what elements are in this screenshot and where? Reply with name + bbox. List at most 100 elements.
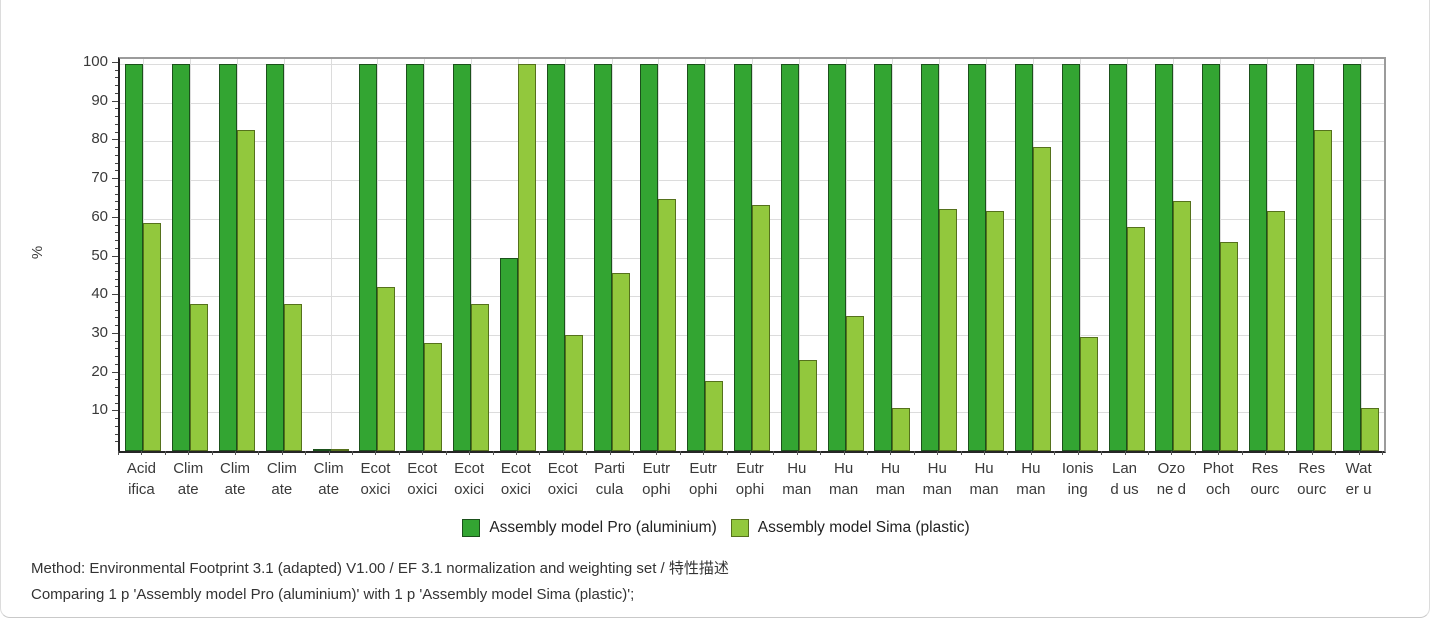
y-tick-mark <box>115 69 118 71</box>
bar-sima-hu-man[interactable] <box>798 360 817 451</box>
bar-sima-hu-man[interactable] <box>986 211 1005 451</box>
bar-sima-acid-ifica[interactable] <box>143 222 162 451</box>
bar-pro-clim-ate[interactable] <box>219 64 238 451</box>
y-tick-mark <box>112 178 118 180</box>
bar-chart: % 10 20 30 40 50 60 70 80 90 100 Acid ifica Clim at… <box>1 0 1430 510</box>
x-category-label-17: Hu man <box>875 460 906 498</box>
bar-sima-hu-man[interactable] <box>939 209 958 451</box>
bar-sima-clim-ate[interactable] <box>283 303 302 451</box>
x-tick-mark <box>1101 451 1103 455</box>
bar-sima-res-ourc[interactable] <box>1313 129 1332 451</box>
bar-pro-hu-man[interactable] <box>874 64 893 451</box>
bar-sima-ecot-oxici[interactable] <box>377 286 396 451</box>
bar-pro-hu-man[interactable] <box>780 64 799 451</box>
y-tick-mark <box>112 255 118 257</box>
bar-pro-clim-ate[interactable] <box>312 449 331 451</box>
bar-sima-clim-ate[interactable] <box>330 449 349 451</box>
bar-pro-clim-ate[interactable] <box>265 64 284 451</box>
bar-sima-hu-man[interactable] <box>845 315 864 451</box>
bar-pro-ecot-oxici[interactable] <box>499 257 518 451</box>
y-tick-mark <box>112 139 118 141</box>
bar-pro-hu-man[interactable] <box>827 64 846 451</box>
bar-sima-hu-man[interactable] <box>892 408 911 451</box>
bar-sima-phot-och[interactable] <box>1220 242 1239 451</box>
x-tick-mark <box>843 451 845 455</box>
y-tick-mark <box>115 309 118 311</box>
y-tick-mark <box>115 433 118 435</box>
bar-sima-hu-man[interactable] <box>1032 147 1051 451</box>
y-tick-mark <box>115 131 118 133</box>
bar-pro-phot-och[interactable] <box>1202 64 1221 451</box>
bar-sima-ionis-ing[interactable] <box>1079 336 1098 451</box>
bar-pro-acid-ifica[interactable] <box>125 64 144 451</box>
bar-sima-eutr-ophi[interactable] <box>752 205 770 451</box>
x-tick-mark <box>703 451 705 455</box>
bar-pro-eutr-ophi[interactable] <box>640 64 659 451</box>
x-tick-mark <box>1241 451 1243 455</box>
bar-sima-lan-d-us[interactable] <box>1126 226 1145 451</box>
x-category-label-26: Res ourc <box>1297 460 1327 498</box>
x-tick-mark <box>750 451 751 455</box>
bar-pro-ozo-ne-d[interactable] <box>1155 64 1174 451</box>
y-tick-mark <box>115 193 118 195</box>
y-tick-label-10: 10 <box>91 401 108 419</box>
legend-item-pro[interactable]: Assembly model Pro (aluminium) <box>462 519 717 537</box>
bar-sima-res-ourc[interactable] <box>1266 211 1285 451</box>
bar-pro-ecot-oxici[interactable] <box>453 64 472 451</box>
y-tick-label-70: 70 <box>91 169 108 187</box>
y-tick-label-30: 30 <box>91 323 108 341</box>
bar-pro-res-ourc[interactable] <box>1248 64 1267 451</box>
gridline-v <box>705 59 707 451</box>
y-tick-mark <box>115 301 118 303</box>
bar-pro-ecot-oxici[interactable] <box>546 64 565 451</box>
y-tick-mark <box>115 286 118 288</box>
bar-pro-parti-cula[interactable] <box>593 64 612 451</box>
x-tick-mark <box>726 451 728 455</box>
bar-pro-res-ourc[interactable] <box>1295 64 1314 451</box>
x-tick-mark <box>1054 451 1056 455</box>
bar-pro-lan-d-us[interactable] <box>1108 64 1127 451</box>
y-tick-mark <box>115 170 118 172</box>
x-tick-mark <box>1007 451 1009 455</box>
bar-pro-hu-man[interactable] <box>921 64 940 451</box>
bar-pro-wat-er-u[interactable] <box>1342 64 1361 451</box>
bar-pro-hu-man[interactable] <box>968 64 987 451</box>
x-category-label-5: Clim ate <box>313 460 344 498</box>
y-tick-mark <box>115 270 118 272</box>
bar-sima-eutr-ophi[interactable] <box>658 199 677 451</box>
legend-item-sima[interactable]: Assembly model Sima (plastic) <box>730 519 970 537</box>
bar-pro-clim-ate[interactable] <box>172 64 191 451</box>
y-tick-mark <box>112 216 118 218</box>
bar-sima-wat-er-u[interactable] <box>1360 408 1379 451</box>
gridline-v <box>424 59 426 451</box>
bar-pro-ionis-ing[interactable] <box>1061 64 1080 451</box>
bar-sima-ecot-oxici[interactable] <box>564 334 583 451</box>
x-category-label-22: Lan d us <box>1110 460 1139 498</box>
x-category-label-25: Res ourc <box>1250 460 1280 498</box>
bar-sima-ozo-ne-d[interactable] <box>1173 201 1192 451</box>
x-category-label-10: Ecot oxici <box>547 460 578 498</box>
bar-sima-ecot-oxici[interactable] <box>517 64 536 451</box>
y-tick-mark <box>115 402 118 404</box>
bar-sima-parti-cula[interactable] <box>611 272 630 451</box>
gridline-v <box>471 59 473 451</box>
bar-sima-clim-ate[interactable] <box>237 129 256 451</box>
y-tick-mark <box>115 147 118 149</box>
bar-pro-eutr-ophi[interactable] <box>687 64 706 451</box>
bar-pro-ecot-oxici[interactable] <box>359 64 378 451</box>
x-tick-mark <box>305 451 307 455</box>
bar-sima-clim-ate[interactable] <box>190 303 209 451</box>
bar-pro-eutr-ophi[interactable] <box>734 64 752 451</box>
bar-pro-ecot-oxici[interactable] <box>406 64 425 451</box>
bar-sima-eutr-ophi[interactable] <box>705 381 724 451</box>
bar-pro-hu-man[interactable] <box>1014 64 1033 451</box>
x-tick-mark <box>422 451 424 455</box>
x-tick-mark <box>609 451 611 455</box>
bar-sima-ecot-oxici[interactable] <box>471 303 490 451</box>
legend-swatch-sima <box>730 519 749 537</box>
x-category-label-3: Clim ate <box>220 460 251 498</box>
x-tick-mark <box>1194 451 1196 455</box>
bar-sima-ecot-oxici[interactable] <box>424 342 443 451</box>
y-tick-mark <box>115 108 118 110</box>
chart-legend: Assembly model Pro (aluminium) Assembly … <box>1 519 1430 537</box>
